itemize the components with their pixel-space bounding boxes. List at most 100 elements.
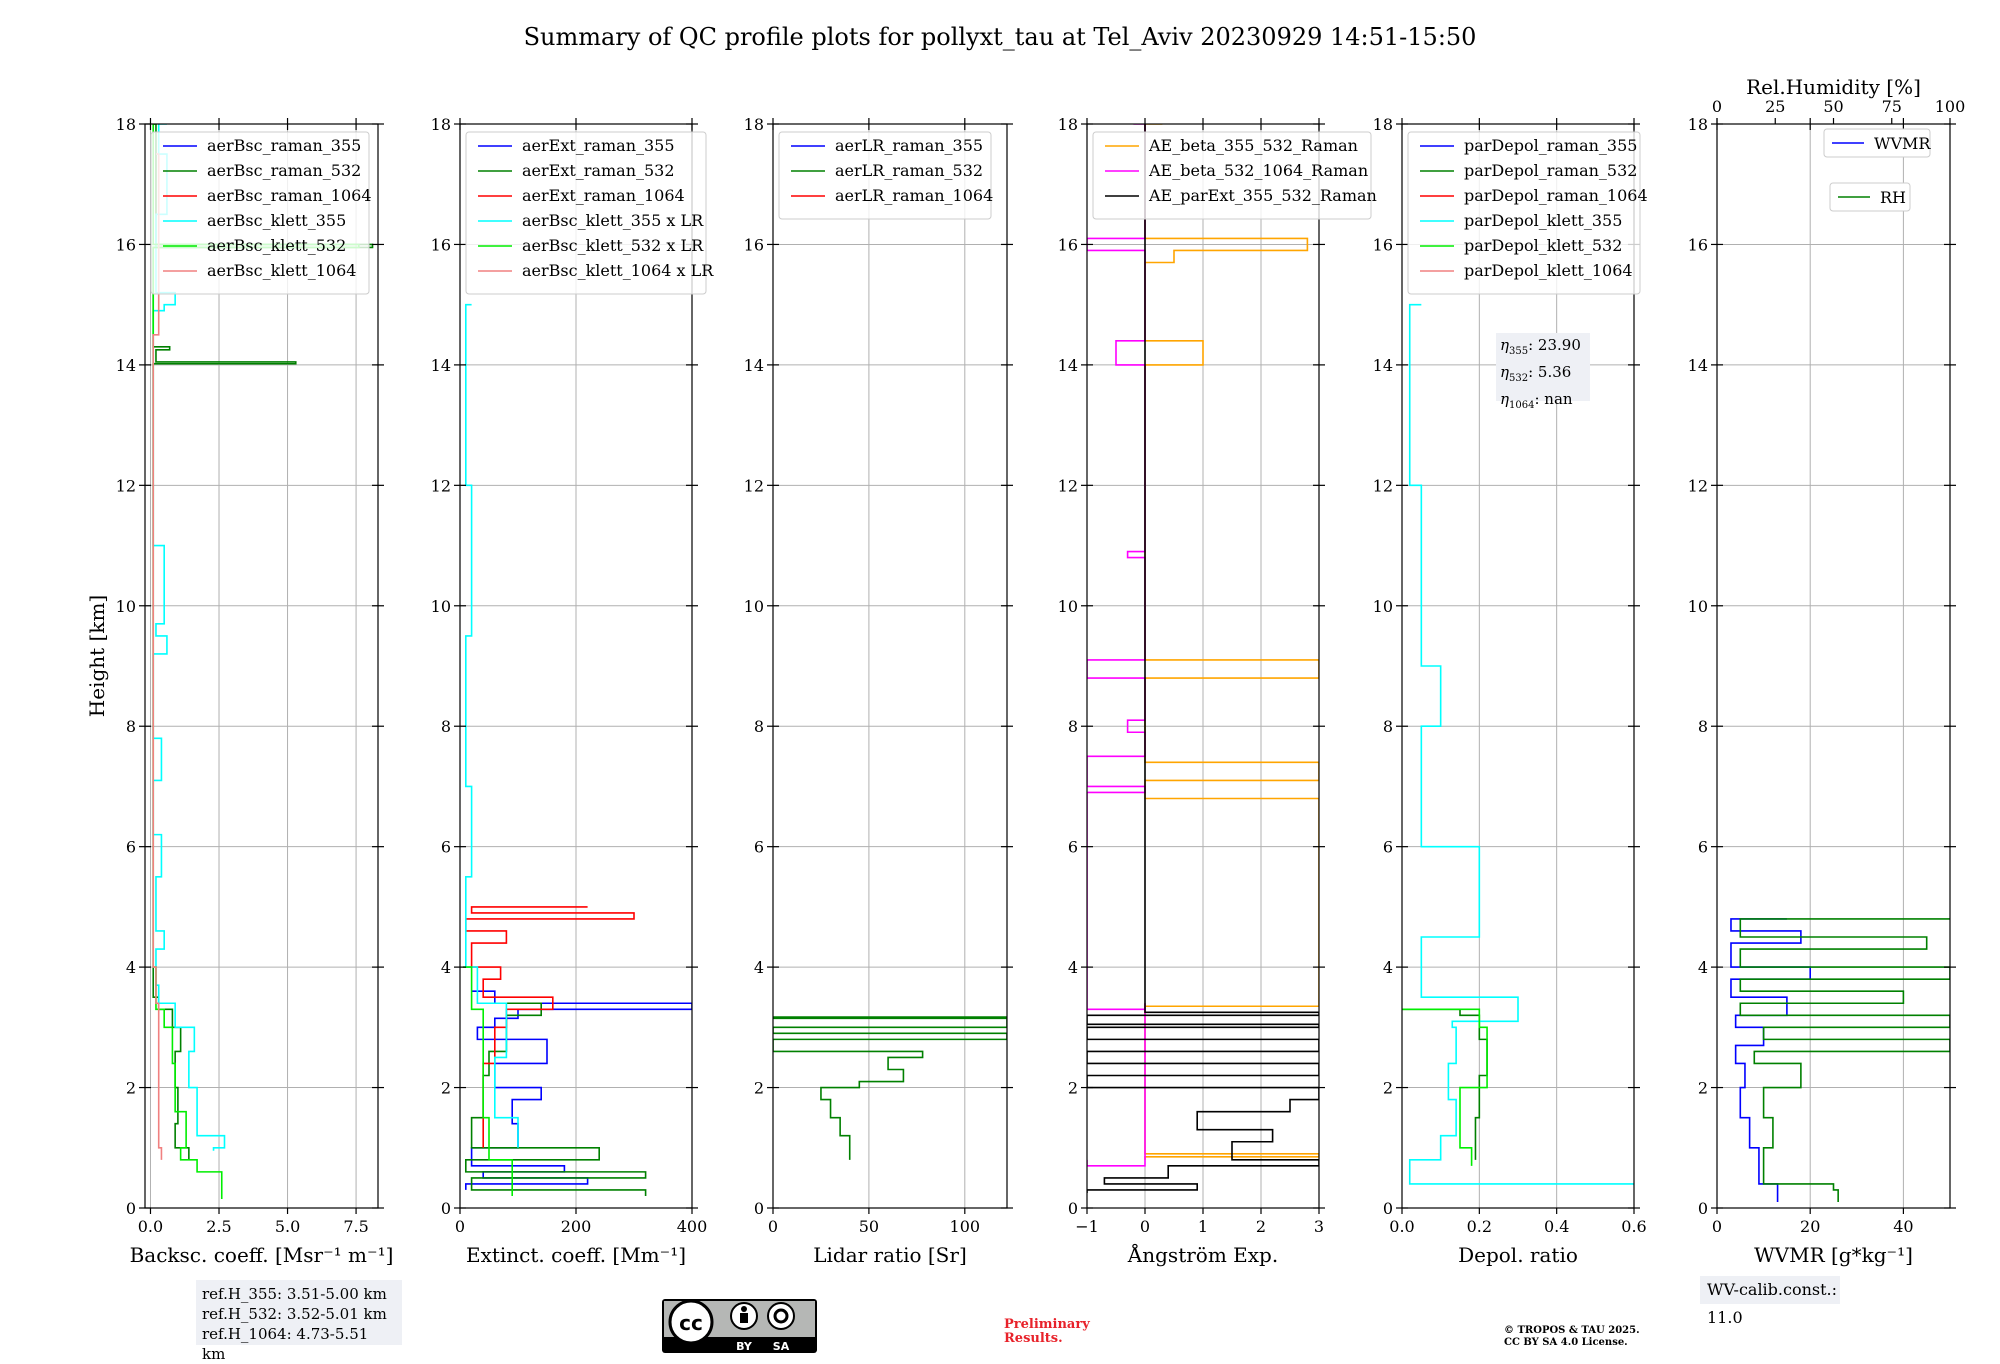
x-tick-label: 20 [1800,1217,1820,1236]
top-axis-label: Rel.Humidity [%] [1746,75,1921,99]
y-tick-label: 2 [754,1079,764,1098]
x-axis-label: Backsc. coeff. [Msr⁻¹ m⁻¹] [130,1243,394,1267]
y-tick-label: 16 [1373,235,1393,254]
y-tick-label: 0 [1383,1199,1393,1218]
legend-label: aerLR_raman_532 [835,161,983,180]
legend-WVMR: WVMR [1823,128,1931,158]
y-tick-label: 0 [1698,1199,1708,1218]
series-parDepol_klett_355 [1408,303,1634,1186]
plot-frame [1401,123,1635,1209]
y-tick-label: 12 [1373,476,1393,495]
x-tick-label: 0.2 [1467,1217,1492,1236]
preliminary-note: Preliminary Results. [1004,1317,1090,1346]
x-tick-label: 0 [455,1217,465,1236]
x-axis-label: Lidar ratio [Sr] [813,1243,967,1267]
y-tick-label: 2 [1698,1079,1708,1098]
legend-label: aerBsc_klett_355 x LR [522,211,704,230]
y-tick-label: 14 [431,356,451,375]
y-tick-label: 14 [116,356,136,375]
cc-icon [668,1299,714,1345]
wv-calib-box: WV-calib.const.: 11.0 [1700,1276,1840,1327]
y-tick-label: 8 [1383,717,1393,736]
legend-label: aerBsc_klett_532 [207,236,346,255]
legend-label: aerBsc_raman_355 [207,136,361,155]
x-axis-label: WVMR [g*kg⁻¹] [1754,1243,1913,1267]
ref-height-1064: ref.H_1064: 4.73-5.51 km [202,1325,369,1363]
series-parDepol_klett_532 [1402,1008,1488,1166]
y-tick-label: 14 [744,356,764,375]
x-axis-label: Extinct. coeff. [Mm⁻¹] [466,1243,686,1267]
y-tick-label: 6 [1068,838,1078,857]
x-tick-label: 50 [859,1217,879,1236]
series-AE_parExt_355_532_Raman [1087,124,1319,1193]
legend-label: parDepol_klett_532 [1464,236,1622,255]
series-RH [1739,918,1950,1202]
legend: AE_beta_355_532_Raman AE_beta_532_1064_Ra… [1092,131,1377,220]
y-tick-label: 2 [126,1079,136,1098]
series-aerExt_raman_1064 [465,906,635,1148]
plot-frame [144,123,379,1209]
series-group [773,1016,1007,1160]
series-group [462,303,692,1196]
y-tick-label: 18 [116,115,136,134]
ref-height-532: ref.H_532: 3.52-5.01 km [202,1305,387,1323]
legend-label: aerExt_raman_355 [522,136,675,155]
figure-title: Summary of QC profile plots for pollyxt_… [524,23,1477,51]
y-axis-label: Height [km] [85,595,109,717]
y-tick-label: 10 [116,597,136,616]
x-axis-label: Depol. ratio [1458,1243,1578,1267]
y-tick-label: 2 [1068,1079,1078,1098]
eta-box: η355: 23.90 η532: 5.36 η1064: nan [1496,333,1590,411]
y-tick-label: 0 [126,1199,136,1218]
x-tick-label: 0 [1140,1217,1150,1236]
legend-label: aerBsc_klett_1064 [207,261,356,280]
panel-depol: 0 2 4 6 8 10 12 14 16 18 0.0 0.2 0.4 0.6 Depol. ratio p… [1373,115,1648,1267]
legend-label: AE_parExt_355_532_Raman [1148,186,1377,205]
legend-label: aerLR_raman_1064 [835,186,993,205]
x-tick-label: 0.6 [1621,1217,1646,1236]
x-tick-label: 0.0 [1389,1217,1414,1236]
x-tick-label: 400 [677,1217,708,1236]
y-tick-label: 8 [126,717,136,736]
legend-label: parDepol_raman_1064 [1464,186,1648,205]
x-tick-label: 0 [1712,1217,1722,1236]
y-tick-label: 18 [1688,115,1708,134]
y-tick-label: 12 [1688,476,1708,495]
legend: aerExt_raman_355 aerExt_raman_532 aerExt_r… [465,131,714,295]
y-tick-label: 18 [744,115,764,134]
legend-label: aerExt_raman_532 [522,161,675,180]
x-axis-label: Ångström Exp. [1127,1242,1278,1267]
series-group [1087,124,1319,1193]
x-tick-label: 40 [1893,1217,1913,1236]
y-tick-label: 10 [1688,597,1708,616]
y-tick-label: 2 [441,1079,451,1098]
by-label: BY [736,1340,753,1353]
series-group [1402,303,1634,1186]
legend-label: aerBsc_raman_1064 [207,186,372,205]
y-tick-label: 18 [1373,115,1393,134]
y-tick-label: 8 [1698,717,1708,736]
legend-label: parDepol_klett_355 [1464,211,1622,230]
y-tick-label: 18 [431,115,451,134]
y-tick-label: 8 [1068,717,1078,736]
series-aerBsc_klett_532 x LR [462,966,513,1196]
legend: aerBsc_raman_355 aerBsc_raman_532 aerBsc_r… [150,131,372,295]
y-tick-label: 8 [441,717,451,736]
x-tick-label: 7.5 [343,1217,368,1236]
x-tick-label: 0.4 [1544,1217,1569,1236]
y-tick-label: 6 [441,838,451,857]
sa-label: SA [773,1340,790,1353]
top-tick-label: 50 [1823,97,1843,116]
series-AE_beta_355_532_Raman [1144,124,1319,1160]
x-tick-label: 0 [768,1217,778,1236]
x-tick-label: 0.0 [138,1217,163,1236]
y-tick-label: 0 [754,1199,764,1218]
x-tick-label: −1 [1075,1217,1099,1236]
series-group [1730,918,1950,1202]
y-tick-label: 16 [1058,235,1078,254]
y-tick-label: 10 [744,597,764,616]
y-tick-label: 12 [744,476,764,495]
legend-label: aerBsc_klett_532 x LR [522,236,704,255]
